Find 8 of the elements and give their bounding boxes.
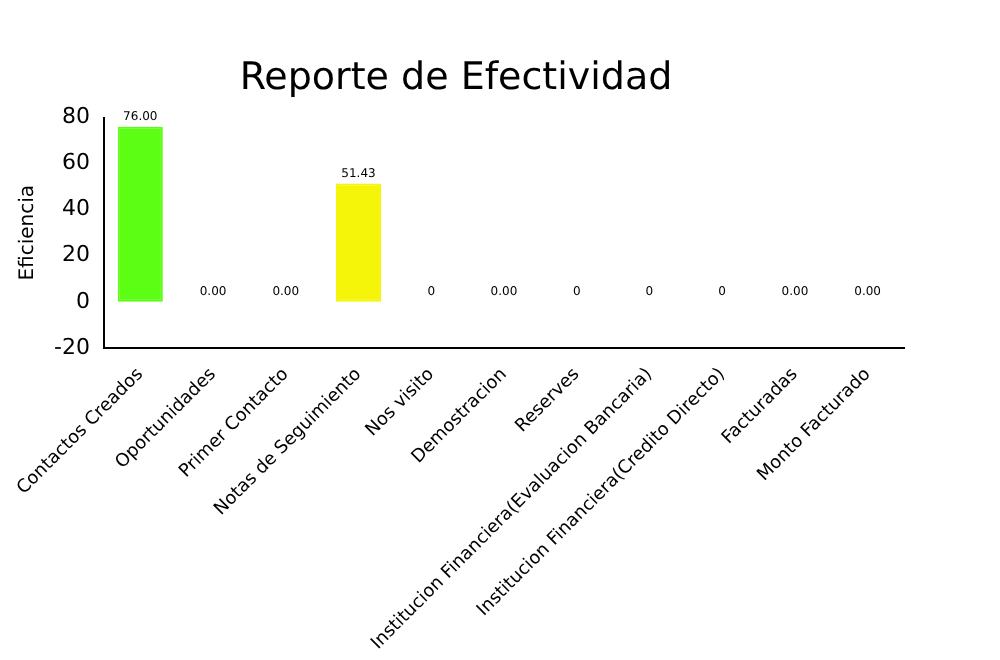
- y-tick-label: 0: [75, 287, 90, 314]
- y-axis-title: Eficiencia: [17, 184, 40, 281]
- y-tick-label: -20: [54, 333, 90, 360]
- y-tick-label: 60: [61, 149, 90, 176]
- y-tick-label: 20: [61, 241, 90, 268]
- y-tick-label: 40: [61, 195, 90, 222]
- chart-title: Reporte de Efectividad: [239, 54, 673, 99]
- y-tick-label: 80: [61, 103, 90, 130]
